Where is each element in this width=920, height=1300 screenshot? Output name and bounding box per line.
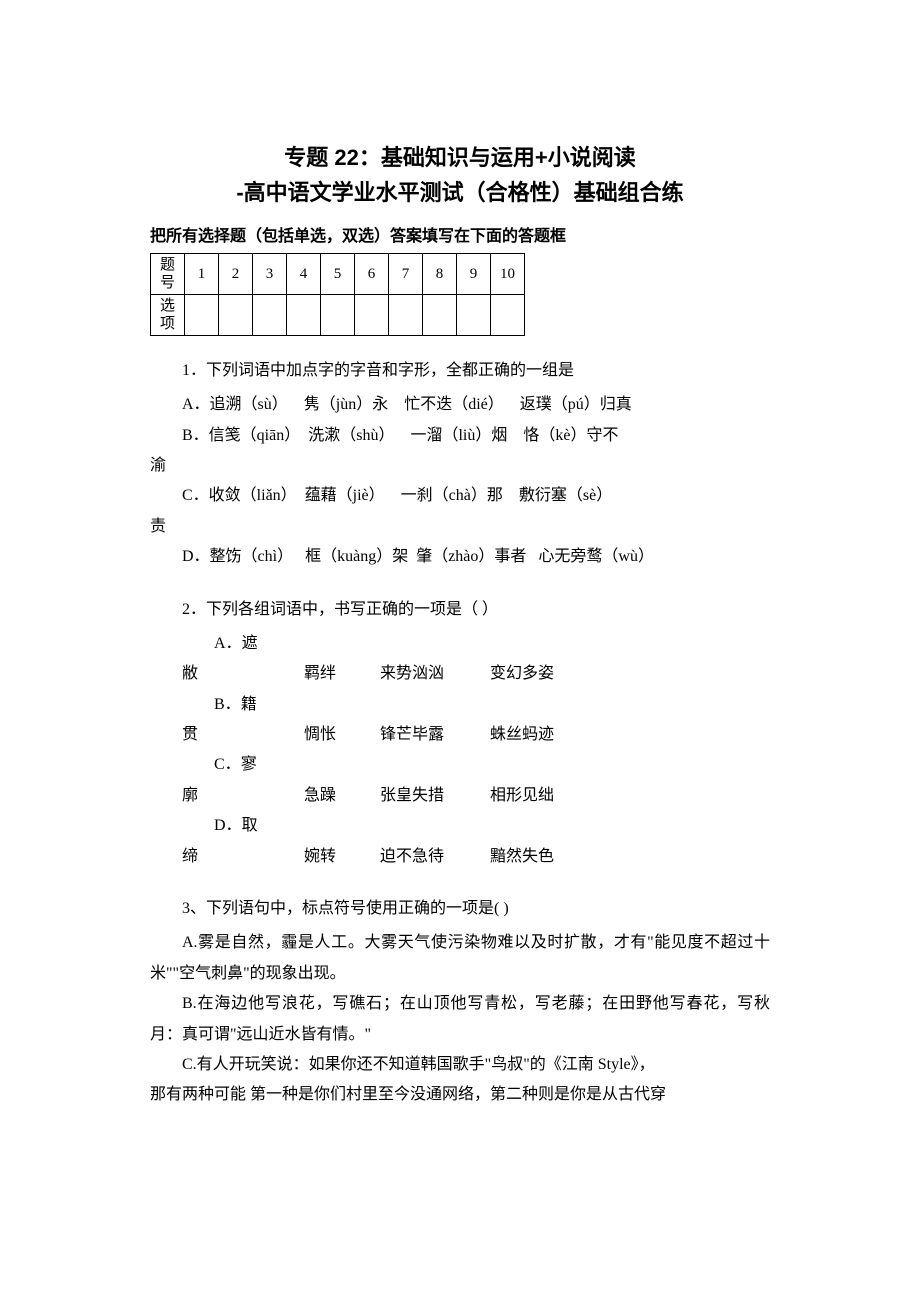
table-cell-empty: [457, 294, 491, 335]
q1-option-b-wrap: 渝: [150, 451, 770, 481]
q1-option-d: D．整饬（chì） 框（kuàng）架 肇（zhào）事者 心无旁鹜（wù）: [150, 542, 770, 572]
title-block: 专题 22：基础知识与运用+小说阅读 -高中语文学业水平测试（合格性）基础组合练: [150, 140, 770, 210]
q3-option-c-line1: C.有人开玩笑说：如果你还不知道韩国歌手"鸟叔"的《江南 Style》，: [150, 1050, 770, 1080]
q1-option-b: B．信笺（qiān） 洗漱（shù） 一溜（liù）烟 恪（kè）守不: [150, 421, 770, 451]
question-3: 3、下列语句中，标点符号使用正确的一项是( ) A.雾是自然，霾是人工。大雾天气…: [150, 894, 770, 1111]
table-row-answers: 选项: [151, 294, 525, 335]
question-2: 2．下列各组词语中，书写正确的一项是（ ） A．遮敝羁绊来势汹汹变幻多姿 B．籍…: [150, 595, 770, 873]
table-cell: 10: [491, 253, 525, 294]
table-cell: 8: [423, 253, 457, 294]
table-cell: 2: [219, 253, 253, 294]
table-cell: 9: [457, 253, 491, 294]
table-cell: 4: [287, 253, 321, 294]
q2-stem: 2．下列各组词语中，书写正确的一项是（ ）: [150, 595, 770, 625]
q1-option-a: A．追溯（sù） 隽（jùn）永 忙不迭（dié） 返璞（pú）归真: [150, 390, 770, 420]
table-row-numbers: 题号 1 2 3 4 5 6 7 8 9 10: [151, 253, 525, 294]
q3-option-c-line2: 那有两种可能 第一种是你们村里至今没通网络，第二种则是你是从古代穿: [150, 1080, 770, 1110]
title-line-2: -高中语文学业水平测试（合格性）基础组合练: [150, 175, 770, 210]
table-cell: 5: [321, 253, 355, 294]
table-cell-empty: [287, 294, 321, 335]
table-cell-empty: [389, 294, 423, 335]
q2-option-c: C．寥廓急躁张皇失措相形见绌: [150, 750, 770, 811]
q2-option-d: D．取缔婉转迫不急待黯然失色: [150, 811, 770, 872]
table-cell: 6: [355, 253, 389, 294]
question-1: 1．下列词语中加点字的字音和字形，全都正确的一组是 A．追溯（sù） 隽（jùn…: [150, 356, 770, 573]
table-cell-empty: [321, 294, 355, 335]
q2-option-a: A．遮敝羁绊来势汹汹变幻多姿: [150, 629, 770, 690]
table-cell: 3: [253, 253, 287, 294]
table-cell-empty: [423, 294, 457, 335]
q2-option-b: B．籍贯惆怅锋芒毕露蛛丝蚂迹: [150, 690, 770, 751]
table-cell-empty: [219, 294, 253, 335]
table-cell-empty: [491, 294, 525, 335]
q1-option-c: C．收敛（liǎn） 蕴藉（jiè） 一刹（chà）那 敷衍塞（sè）: [150, 481, 770, 511]
q3-stem: 3、下列语句中，标点符号使用正确的一项是( ): [150, 894, 770, 924]
table-cell: 7: [389, 253, 423, 294]
table-cell-empty: [253, 294, 287, 335]
answer-table: 题号 1 2 3 4 5 6 7 8 9 10 选项: [150, 253, 525, 336]
row-label-option: 选项: [151, 294, 185, 335]
q1-option-c-wrap: 责: [150, 512, 770, 542]
table-cell-empty: [185, 294, 219, 335]
q3-option-a: A.雾是自然，霾是人工。大雾天气使污染物难以及时扩散，才有"能见度不超过十米""…: [150, 928, 770, 989]
table-cell: 1: [185, 253, 219, 294]
table-cell-empty: [355, 294, 389, 335]
q3-option-b: B.在海边他写浪花，写礁石；在山顶他写青松，写老藤；在田野他写春花，写秋月：真可…: [150, 989, 770, 1050]
row-label-number: 题号: [151, 253, 185, 294]
title-line-1: 专题 22：基础知识与运用+小说阅读: [150, 140, 770, 175]
q1-stem: 1．下列词语中加点字的字音和字形，全都正确的一组是: [150, 356, 770, 386]
instruction-text: 把所有选择题（包括单选，双选）答案填写在下面的答题框: [150, 222, 770, 252]
